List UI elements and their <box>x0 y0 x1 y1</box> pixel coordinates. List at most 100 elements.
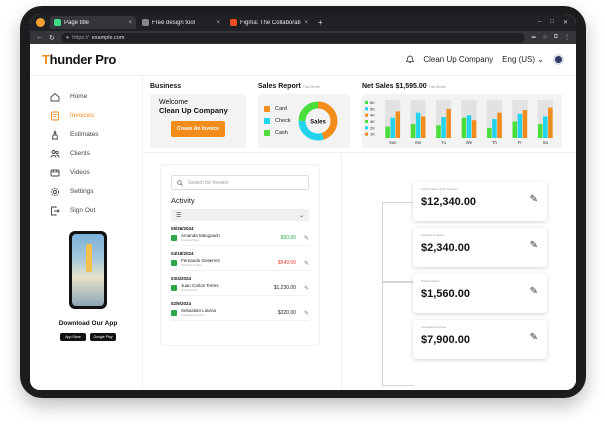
close-tab-icon[interactable]: × <box>304 19 308 26</box>
app: Thunder Pro Clean Up Company Eng (US) ⌄ … <box>30 44 576 390</box>
app-store-button[interactable]: App Store <box>60 333 86 341</box>
edit-icon[interactable]: ✎ <box>303 285 309 292</box>
language-select[interactable]: Eng (US) ⌄ <box>502 55 544 64</box>
bar-tu-0 <box>436 125 441 138</box>
browser-profile-icon[interactable] <box>36 18 45 27</box>
stat-card[interactable]: Pending Invoices $2,340.00 ✎ <box>413 228 547 267</box>
legend-label: Card <box>275 106 287 112</box>
sidebar-item-clients[interactable]: Clients <box>30 144 142 163</box>
edit-icon[interactable]: ✎ <box>529 240 538 251</box>
invoice-icon <box>171 235 177 241</box>
close-tab-icon[interactable]: × <box>128 19 132 26</box>
stat-value: $12,340.00 <box>421 196 477 208</box>
connector-line <box>382 282 414 386</box>
sidebar-item-settings[interactable]: Settings <box>30 182 142 201</box>
search-placeholder: Search for Invoice <box>188 179 229 186</box>
legend-item: Card <box>264 103 291 115</box>
minimize-icon[interactable]: – <box>538 19 542 25</box>
stat-label: Pending Invoices <box>421 233 444 237</box>
sidebar-item-label: Sign Out <box>70 207 96 214</box>
create-invoice-button[interactable]: Create An Invoice <box>171 121 225 137</box>
reload-icon[interactable]: ↻ <box>49 34 55 42</box>
menu-dots-icon[interactable]: ⋮ <box>564 35 570 41</box>
avatar[interactable] <box>553 54 564 65</box>
edit-icon[interactable]: ✎ <box>529 286 538 297</box>
screen: Page title × Free design tool × Figma: T… <box>30 14 576 390</box>
bell-icon[interactable] <box>406 55 415 64</box>
url-host: example.com <box>91 34 125 41</box>
edit-icon[interactable]: ✎ <box>303 235 309 242</box>
gear-icon <box>50 187 60 196</box>
y-tick-swatch <box>365 107 368 111</box>
video-icon <box>50 169 60 176</box>
stat-card[interactable]: Draft Invoices $1,560.00 ✎ <box>413 274 547 313</box>
edit-icon[interactable]: ✎ <box>303 260 309 267</box>
phone-image <box>69 231 107 309</box>
close-tab-icon[interactable]: × <box>216 19 220 26</box>
client-name: Amanda Macgoach <box>181 233 220 239</box>
activity-filter-select[interactable]: ☰ ⌄ <box>171 209 309 221</box>
app-promo: Download Our App App Store Google Play <box>52 231 124 341</box>
url-input[interactable]: ● https://example.com <box>60 32 526 43</box>
list-item[interactable]: Fernando Gutierrez Pending Invoice $549.00… <box>171 256 309 271</box>
sidebar-item-invoices[interactable]: Invoices <box>30 106 142 125</box>
list-item[interactable]: Amanda Macgoach Created Paid $50.00 ✎ <box>171 231 309 246</box>
browser-tab-1[interactable]: Page title × <box>50 16 136 29</box>
sidebar-item-estimates[interactable]: Estimates <box>30 125 142 144</box>
chevron-down-icon: ⌄ <box>298 212 304 219</box>
edit-icon[interactable]: ✎ <box>303 310 309 317</box>
legend-swatch <box>264 118 270 124</box>
invoice-status: Cancelled Invoice <box>181 312 205 317</box>
sidebar-item-label: Clients <box>70 150 90 157</box>
bar-sun-1 <box>390 117 395 138</box>
sidebar-item-label: Settings <box>70 188 94 195</box>
url-scheme: https:// <box>72 34 89 41</box>
stat-card[interactable]: Paid Invoices (last 30 days) $12,340.00 ✎ <box>413 182 547 221</box>
sidebar-item-videos[interactable]: Videos <box>30 163 142 182</box>
edit-icon[interactable]: ✎ <box>529 332 538 343</box>
client-name: Sebastian Liturna <box>181 308 217 314</box>
promo-title: Download Our App <box>58 320 118 327</box>
main-content: Business Welcome Clean Up Company Create… <box>144 77 576 390</box>
store-badges: App Store Google Play <box>52 333 124 341</box>
bookmark-star-icon[interactable]: ☆ <box>542 35 548 41</box>
stat-card[interactable]: Cancelled Invoices $7,900.00 ✎ <box>413 320 547 359</box>
maximize-icon[interactable]: □ <box>550 19 554 25</box>
list-item[interactable]: Juan Carlos Torres Draft Invoice $1,230.00… <box>171 281 309 296</box>
google-play-button[interactable]: Google Play <box>90 333 116 341</box>
back-icon[interactable]: ← <box>36 34 43 41</box>
business-title: Business <box>150 83 182 90</box>
search-icon <box>177 179 183 186</box>
y-tick-swatch <box>365 101 368 104</box>
extensions-icon[interactable]: ⧉ <box>553 34 558 40</box>
invoice-icon <box>171 310 177 316</box>
filter-icon: ☰ <box>176 212 182 219</box>
bar-th-2 <box>497 112 502 138</box>
favicon-icon <box>54 19 61 26</box>
activity-title: Activity <box>171 196 195 205</box>
legend-swatch <box>264 130 270 136</box>
browser-tab-3[interactable]: Figma: The Collaborati… × <box>226 16 312 29</box>
edit-icon[interactable]: ✎ <box>529 194 538 205</box>
connector-line <box>382 202 414 282</box>
invoice-icon <box>171 285 177 291</box>
y-tick-label: 2K <box>370 125 375 130</box>
tab-title: Figma: The Collaborati… <box>240 19 302 26</box>
sidebar-item-label: Estimates <box>70 131 99 138</box>
invoice-icon <box>171 260 177 266</box>
browser-tab-2[interactable]: Free design tool × <box>138 16 224 29</box>
share-icon[interactable]: ➦ <box>531 35 537 41</box>
net-sales-card: Net Sales $1,595.00 This Month 6K 5K 4K 3K 2… <box>362 83 562 152</box>
close-window-icon[interactable]: ✕ <box>562 20 568 26</box>
activity-date: 04/18/2024 <box>171 251 194 256</box>
x-tick-label: Tu <box>441 140 446 145</box>
new-tab-button[interactable]: + <box>318 18 323 27</box>
sidebar-item-home[interactable]: Home <box>30 87 142 106</box>
list-item[interactable]: Sebastian Liturna Cancelled Invoice $320.0… <box>171 306 309 321</box>
bar-we-0 <box>461 117 467 138</box>
y-tick-label: 4K <box>370 113 375 118</box>
sidebar-item-sign-out[interactable]: Sign Out <box>30 201 142 220</box>
bar-mo-0 <box>410 124 416 138</box>
legend-item: Check <box>264 115 291 127</box>
search-input[interactable]: Search for Invoice <box>171 175 309 190</box>
